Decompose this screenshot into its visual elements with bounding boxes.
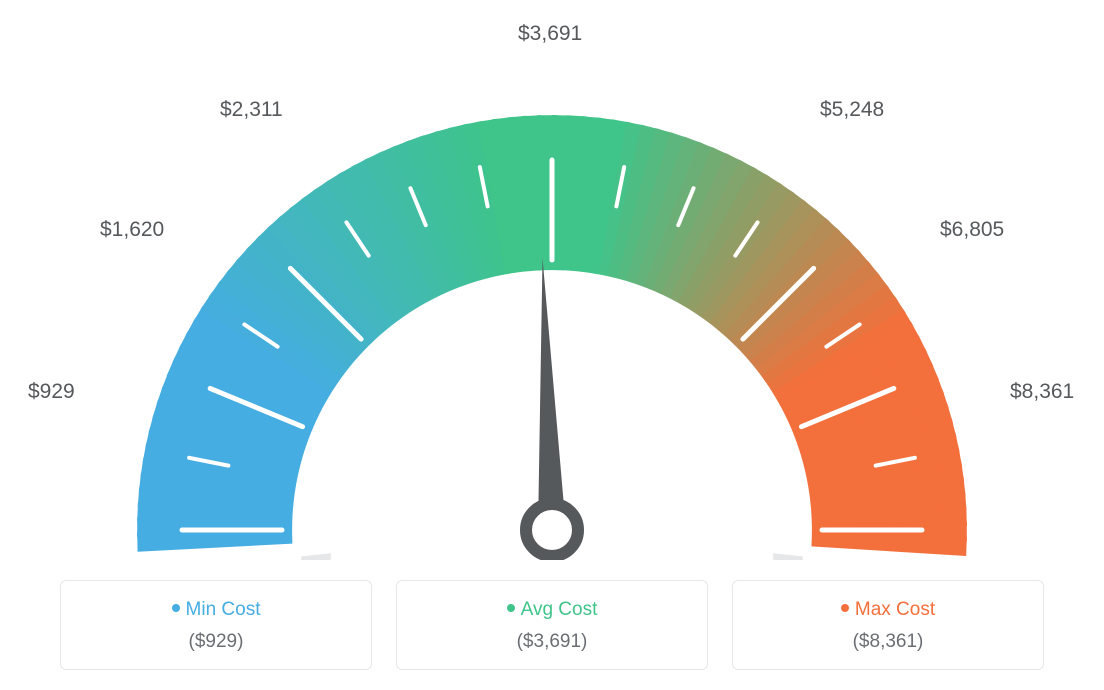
legend-value-avg: ($3,691): [407, 631, 697, 653]
gauge-label-3: $3,691: [518, 22, 582, 46]
legend-title-min-text: Min Cost: [186, 599, 261, 620]
gauge-label-0: $929: [28, 380, 75, 404]
gauge-svg: [0, 0, 1104, 560]
legend-title-min: Min Cost: [71, 599, 361, 621]
dot-icon: [507, 604, 515, 612]
legend-card-max: Max Cost ($8,361): [732, 580, 1044, 670]
legend-value-min: ($929): [71, 631, 361, 653]
legend-value-max: ($8,361): [743, 631, 1033, 653]
legend-title-avg-text: Avg Cost: [521, 599, 598, 620]
gauge-label-4: $5,248: [820, 98, 884, 122]
legend-title-max-text: Max Cost: [855, 599, 935, 620]
gauge-label-1: $1,620: [100, 218, 164, 242]
gauge-chart: $929 $1,620 $2,311 $3,691 $5,248 $6,805 …: [0, 0, 1104, 560]
dot-icon: [172, 604, 180, 612]
legend-card-avg: Avg Cost ($3,691): [396, 580, 708, 670]
legend-card-min: Min Cost ($929): [60, 580, 372, 670]
gauge-label-5: $6,805: [940, 218, 1004, 242]
gauge-label-2: $2,311: [220, 98, 283, 122]
dot-icon: [841, 604, 849, 612]
legend-row: Min Cost ($929) Avg Cost ($3,691) Max Co…: [60, 580, 1044, 670]
gauge-label-6: $8,361: [1010, 380, 1074, 404]
legend-title-max: Max Cost: [743, 599, 1033, 621]
legend-title-avg: Avg Cost: [407, 599, 697, 621]
cost-gauge-container: $929 $1,620 $2,311 $3,691 $5,248 $6,805 …: [0, 0, 1104, 690]
